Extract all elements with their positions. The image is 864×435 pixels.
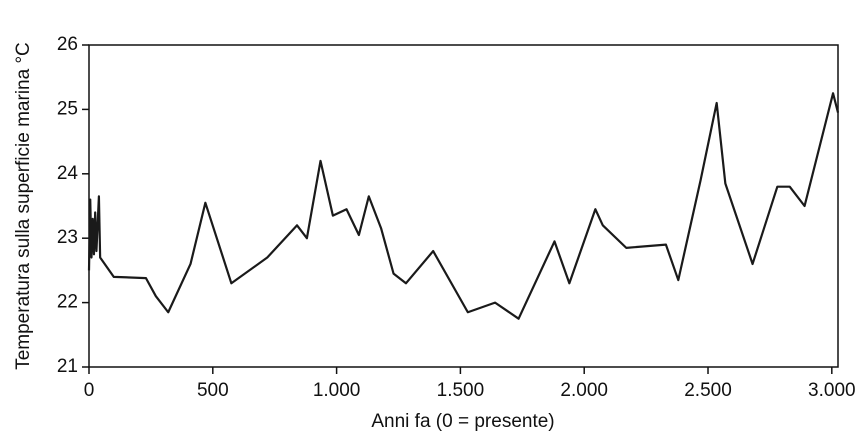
x-tick-label: 2.500 [684, 380, 732, 401]
data-line [87, 92, 840, 320]
y-tick-label: 22 [57, 292, 78, 313]
x-tick-label: 500 [197, 380, 229, 401]
plot-frame [88, 44, 839, 368]
x-tick-label: 1.500 [437, 380, 485, 401]
y-tick-label: 23 [57, 227, 78, 248]
x-axis-label: Anni fa (0 = presente) [371, 411, 554, 432]
y-tick-label: 25 [57, 98, 78, 119]
y-tick-label: 21 [57, 356, 78, 377]
y-tick-label: 24 [57, 163, 79, 184]
x-tick-label: 3.000 [808, 380, 856, 401]
x-tick-label: 0 [84, 380, 95, 401]
x-tick-label: 1.000 [313, 380, 361, 401]
x-tick-label: 2.000 [560, 380, 608, 401]
y-axis-label: Temperatura sulla superficie marina °C [13, 42, 34, 370]
y-tick-label: 26 [57, 34, 78, 55]
